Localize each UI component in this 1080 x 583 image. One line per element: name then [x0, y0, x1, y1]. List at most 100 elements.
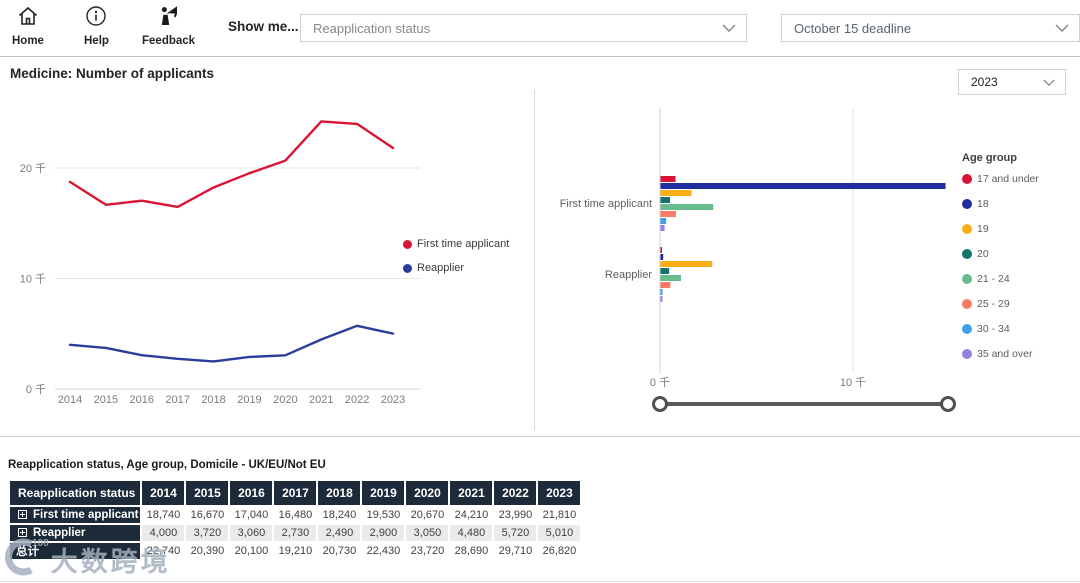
metric-dropdown[interactable]: Reapplication status: [300, 14, 747, 42]
table-cell: 19,530: [362, 507, 405, 523]
legend-label: 19: [977, 223, 989, 235]
table-header-year: 2023: [538, 481, 581, 505]
legend-title: Age group: [962, 152, 1017, 164]
row-label[interactable]: Reapplier: [10, 525, 141, 541]
year-dropdown[interactable]: 2023: [958, 69, 1066, 95]
chevron-down-icon: [1055, 19, 1069, 37]
line-series: [68, 324, 395, 363]
legend-item[interactable]: 21 - 24: [962, 273, 1039, 285]
charts-divider: [534, 90, 535, 430]
table-header-year: 2017: [274, 481, 317, 505]
help-button[interactable]: Help: [84, 4, 109, 47]
x-tick-label: 2017: [165, 394, 189, 406]
table-cell: 18,740: [142, 507, 185, 523]
help-icon: [84, 4, 108, 33]
bar-chart-legend: Age group 17 and under 18 19 20 21 - 24 25 - …: [962, 152, 1039, 373]
legend-item[interactable]: 35 and over: [962, 348, 1039, 360]
x-tick-label: 10 千: [840, 376, 866, 389]
table-cell: 3,720: [186, 525, 229, 541]
legend-item[interactable]: 25 - 29: [962, 298, 1039, 310]
x-tick-label: 0 千: [650, 376, 670, 389]
bar: [660, 183, 946, 189]
legend-item[interactable]: 19: [962, 223, 1039, 235]
bar: [660, 289, 663, 295]
legend-item[interactable]: 30 - 34: [962, 323, 1039, 335]
x-tick-label: 2022: [345, 394, 369, 406]
legend-label: Reapplier: [417, 262, 465, 274]
legend-label: 17 and under: [977, 173, 1039, 185]
legend-label: 21 - 24: [977, 273, 1010, 285]
chevron-down-icon: [1043, 73, 1055, 91]
table-row: 总计 22,740 20,390 20,100 19,210 20,730 22,430 23…: [10, 543, 581, 559]
table-row: First time applicant 18,740 16,670 17,040 16…: [10, 507, 581, 523]
table-cell: 4,000: [142, 525, 185, 541]
table-cell: 3,060: [230, 525, 273, 541]
line-chart-legend: First time applicant Reapplier: [403, 238, 509, 286]
feedback-button[interactable]: Feedback: [142, 4, 195, 47]
table-cell: 24,210: [450, 507, 493, 523]
expand-icon[interactable]: [18, 527, 27, 540]
y-tick-label: 10 千: [20, 273, 46, 286]
legend-item[interactable]: 17 and under: [962, 173, 1039, 185]
slider-handle-left[interactable]: [652, 396, 668, 412]
metric-dropdown-value: Reapplication status: [313, 20, 431, 36]
legend-label: 18: [977, 198, 989, 210]
legend-item[interactable]: First time applicant: [403, 238, 509, 250]
x-tick-label: 2021: [309, 394, 333, 406]
legend-dot-icon: [403, 263, 412, 273]
bar: [660, 282, 671, 288]
table-cell: 20,730: [318, 543, 361, 559]
section-divider: [0, 436, 1080, 437]
x-tick-label: 2019: [237, 394, 261, 406]
bar: [660, 197, 670, 203]
row-label-text: Reapplier: [33, 526, 86, 539]
x-tick-label: 2020: [273, 394, 297, 406]
table-cell: 5,720: [494, 525, 537, 541]
show-me-label: Show me...: [228, 19, 299, 34]
x-tick-label: 2016: [130, 394, 154, 406]
table-cell: 2,490: [318, 525, 361, 541]
table-header-year: 2018: [318, 481, 361, 505]
bottom-edge: [0, 581, 1080, 582]
bar: [660, 225, 665, 231]
x-tick-label: 2023: [381, 394, 405, 406]
deadline-dropdown[interactable]: October 15 deadline: [781, 14, 1080, 42]
table-cell: 16,480: [274, 507, 317, 523]
legend-item[interactable]: 18: [962, 198, 1039, 210]
line-series: [68, 120, 395, 209]
line-chart: 0 千 10 千 20 千 2014 2015 2016 2017 2018 2019 2020 2…: [20, 120, 420, 406]
expand-icon[interactable]: [18, 509, 27, 522]
bar: [660, 268, 670, 274]
legend-dot-icon: [962, 224, 972, 234]
table-header-year: 2014: [142, 481, 185, 505]
legend-item[interactable]: Reapplier: [403, 262, 509, 274]
legend-label: First time applicant: [417, 238, 510, 250]
table-header-year: 2019: [362, 481, 405, 505]
table-header-year: 2016: [230, 481, 273, 505]
category-label: First time applicant: [560, 198, 652, 210]
home-button[interactable]: Home: [12, 4, 44, 47]
legend-label: 25 - 29: [977, 298, 1010, 310]
table-header: Reapplication status 2014 2015 2016 2017 2018…: [10, 481, 581, 505]
legend-label: 20: [977, 248, 989, 260]
row-label-text: First time applicant: [33, 508, 139, 521]
feedback-icon: [157, 4, 181, 33]
home-label: Home: [12, 35, 44, 47]
y-tick-label: 20 千: [20, 162, 46, 175]
axis-range-slider[interactable]: [650, 395, 958, 413]
table-cell: 5,010: [538, 525, 581, 541]
table-cell: 18,240: [318, 507, 361, 523]
slider-handle-right[interactable]: [940, 396, 956, 412]
toolbar: Home Help Feedback Show me... Reapplicat…: [0, 0, 1080, 56]
help-label: Help: [84, 35, 109, 47]
legend-dot-icon: [962, 299, 972, 309]
slider-track[interactable]: [660, 402, 948, 406]
table-cell: 16,670: [186, 507, 229, 523]
legend-item[interactable]: 20: [962, 248, 1039, 260]
toolbar-divider: [0, 56, 1080, 57]
table-header-year: 2020: [406, 481, 449, 505]
year-dropdown-value: 2023: [971, 75, 998, 89]
bar: [660, 275, 681, 281]
row-label[interactable]: First time applicant: [10, 507, 141, 523]
table-header-year: 2021: [450, 481, 493, 505]
